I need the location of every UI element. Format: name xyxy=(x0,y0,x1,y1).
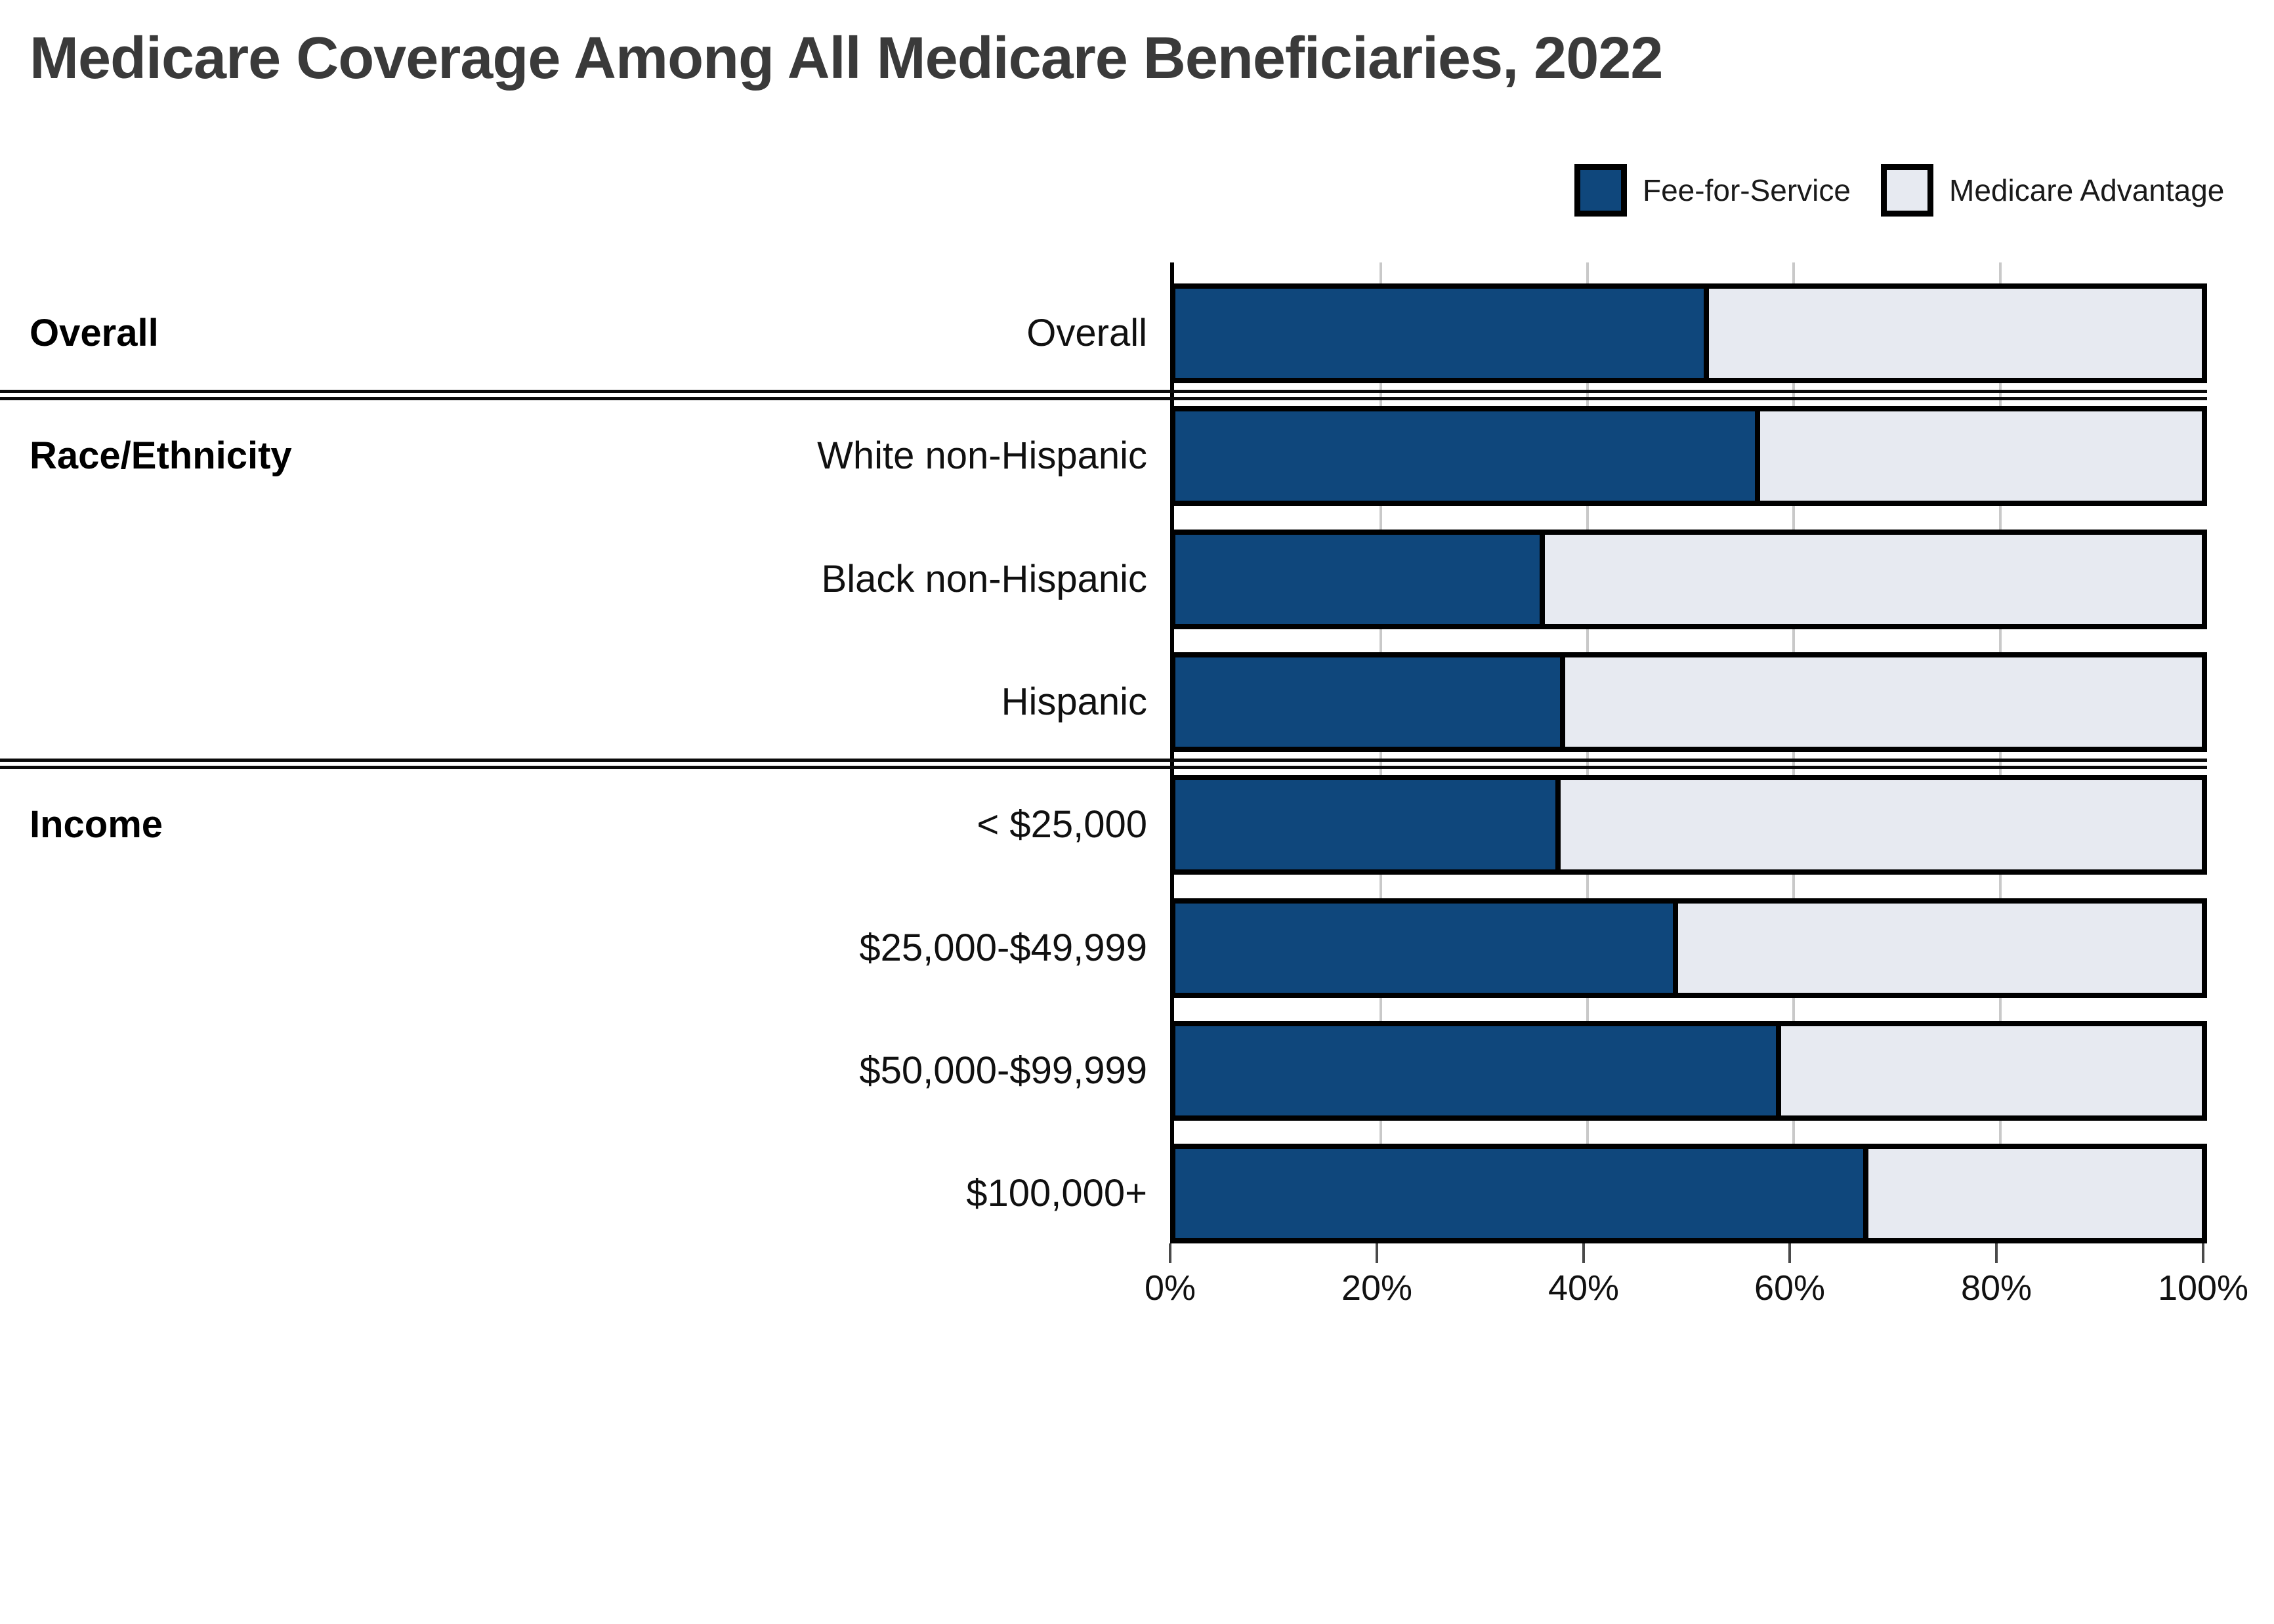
bar-segment-medicare-advantage-2 xyxy=(1545,535,2202,624)
legend-item-fee-for-service: Fee-for-Service xyxy=(1574,162,1851,219)
x-axis-tick-40 xyxy=(1582,1243,1585,1263)
medicare-advantage-swatch-icon xyxy=(1881,164,1933,217)
row-label-7: $100,000+ xyxy=(966,1172,1147,1215)
bar-segment-fee-for-service-1 xyxy=(1175,411,1761,501)
row-label-1: White non-Hispanic xyxy=(817,434,1147,477)
row-label-5: $25,000-$49,999 xyxy=(859,927,1147,969)
bar-segment-fee-for-service-2 xyxy=(1175,535,1546,624)
fee-for-service-swatch-icon xyxy=(1574,164,1627,217)
section-header-income: Income xyxy=(30,803,163,846)
bar-segment-fee-for-service-0 xyxy=(1175,289,1710,378)
bar-row-7 xyxy=(1170,1144,2207,1243)
legend-label-medicare-advantage: Medicare Advantage xyxy=(1949,173,2225,207)
section-divider-0 xyxy=(0,390,2207,400)
bar-row-6 xyxy=(1170,1021,2207,1121)
row-label-4: < $25,000 xyxy=(977,803,1147,846)
section-header-race-ethnicity: Race/Ethnicity xyxy=(30,434,292,477)
legend-item-medicare-advantage: Medicare Advantage xyxy=(1881,162,2224,219)
bar-row-4 xyxy=(1170,775,2207,875)
bar-segment-fee-for-service-5 xyxy=(1175,904,1679,993)
bar-segment-medicare-advantage-0 xyxy=(1709,289,2202,378)
x-axis-tick-20 xyxy=(1376,1243,1378,1263)
legend-label-fee-for-service: Fee-for-Service xyxy=(1643,173,1851,207)
bar-segment-fee-for-service-4 xyxy=(1175,780,1561,869)
bar-row-5 xyxy=(1170,898,2207,998)
x-axis-tick-60 xyxy=(1788,1243,1791,1263)
bar-row-1 xyxy=(1170,406,2207,506)
bar-row-0 xyxy=(1170,283,2207,383)
x-axis-tick-100 xyxy=(2202,1243,2204,1263)
x-axis-tick-label-80: 80% xyxy=(1960,1268,2032,1308)
x-axis-tick-label-60: 60% xyxy=(1754,1268,1826,1308)
x-axis-tick-label-20: 20% xyxy=(1341,1268,1413,1308)
bar-segment-medicare-advantage-4 xyxy=(1560,780,2202,869)
bar-row-2 xyxy=(1170,530,2207,629)
bar-segment-medicare-advantage-1 xyxy=(1760,411,2202,501)
row-label-3: Hispanic xyxy=(1001,680,1147,723)
section-header-overall: Overall xyxy=(30,312,159,354)
x-axis-tick-80 xyxy=(1995,1243,1998,1263)
bar-segment-medicare-advantage-3 xyxy=(1565,657,2202,747)
bar-segment-medicare-advantage-5 xyxy=(1678,904,2202,993)
x-axis-tick-0 xyxy=(1169,1243,1171,1263)
row-label-0: Overall xyxy=(1026,312,1147,354)
bar-segment-medicare-advantage-7 xyxy=(1868,1149,2202,1238)
row-label-6: $50,000-$99,999 xyxy=(859,1049,1147,1092)
section-divider-1 xyxy=(0,759,2207,769)
chart-title: Medicare Coverage Among All Medicare Ben… xyxy=(30,26,1663,91)
bar-segment-fee-for-service-3 xyxy=(1175,657,1566,747)
x-axis-tick-label-40: 40% xyxy=(1548,1268,1620,1308)
bar-segment-fee-for-service-7 xyxy=(1175,1149,1868,1238)
x-axis-tick-label-0: 0% xyxy=(1144,1268,1196,1308)
bar-row-3 xyxy=(1170,652,2207,752)
x-axis-tick-label-100: 100% xyxy=(2157,1268,2249,1308)
bar-segment-fee-for-service-6 xyxy=(1175,1026,1781,1115)
bar-segment-medicare-advantage-6 xyxy=(1780,1026,2202,1115)
row-label-2: Black non-Hispanic xyxy=(821,558,1147,600)
